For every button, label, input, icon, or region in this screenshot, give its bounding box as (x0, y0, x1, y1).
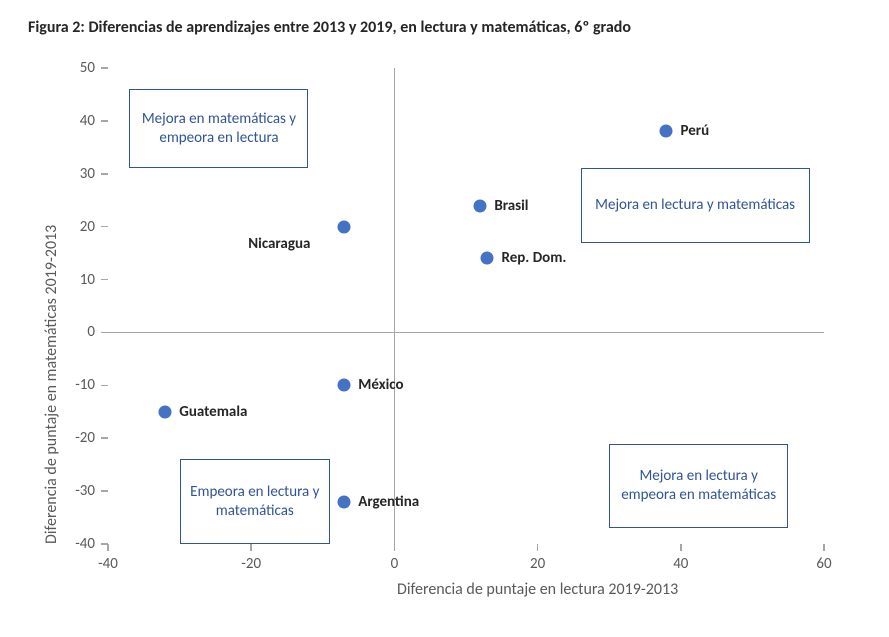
data-point (338, 379, 351, 392)
quadrant-annotation: Mejora en lectura y empeora en matemátic… (609, 444, 788, 529)
y-tick-label: 40 (80, 112, 95, 130)
y-tick-mark (101, 490, 108, 492)
figure-wrap: Figura 2: Diferencias de aprendizajes en… (0, 0, 889, 637)
x-tick-mark (394, 544, 396, 551)
data-point-label: Guatemala (179, 403, 247, 421)
y-tick-label: 10 (80, 271, 95, 289)
y-tick-label: 30 (80, 165, 95, 183)
y-tick-mark (101, 437, 108, 439)
x-tick-label: 60 (816, 555, 831, 573)
y-tick-mark (101, 332, 108, 334)
y-tick-label: 50 (80, 59, 95, 77)
data-point-label: Argentina (358, 493, 419, 511)
y-tick-mark (101, 120, 108, 122)
data-point (159, 405, 172, 418)
figure-title: Figura 2: Diferencias de aprendizajes en… (28, 18, 631, 37)
x-tick-label: 20 (530, 555, 545, 573)
data-point (474, 199, 487, 212)
data-point-label: Brasil (494, 197, 528, 215)
x-tick-label: -40 (98, 555, 118, 573)
y-tick-label: -30 (75, 482, 95, 500)
x-tick-mark (250, 544, 252, 551)
data-point (338, 495, 351, 508)
x-tick-mark (107, 544, 109, 551)
plot-area: -40-30-20-1001020304050-40-200204060Mejo… (108, 68, 824, 544)
y-tick-mark (101, 226, 108, 228)
y-tick-mark (101, 279, 108, 281)
x-axis-line (108, 332, 824, 334)
y-tick-label: -40 (75, 535, 95, 553)
y-tick-mark (101, 385, 108, 387)
y-tick-label: 0 (87, 323, 95, 341)
x-tick-label: 0 (391, 555, 399, 573)
data-point (481, 252, 494, 265)
x-tick-mark (823, 544, 825, 551)
x-tick-mark (537, 544, 539, 551)
data-point-label: México (358, 376, 403, 394)
x-tick-label: 40 (673, 555, 688, 573)
data-point (338, 220, 351, 233)
data-point-label: Rep. Dom. (501, 249, 566, 267)
y-tick-label: -10 (75, 376, 95, 394)
x-tick-label: -20 (241, 555, 261, 573)
x-axis-label: Diferencia de puntaje en lectura 2019-20… (397, 580, 678, 599)
x-tick-mark (680, 544, 682, 551)
y-tick-label: -20 (75, 429, 95, 447)
y-tick-mark (101, 67, 108, 69)
data-point-label: Nicaragua (248, 235, 310, 253)
quadrant-annotation: Empeora en lectura y matemáticas (180, 459, 330, 544)
y-axis-label: Diferencia de puntaje en matemáticas 201… (42, 225, 61, 544)
data-point (660, 125, 673, 138)
data-point-label: Perú (680, 122, 709, 140)
quadrant-annotation: Mejora en matemáticas y empeora en lectu… (129, 89, 308, 168)
y-tick-label: 20 (80, 218, 95, 236)
quadrant-annotation: Mejora en lectura y matemáticas (581, 168, 810, 242)
y-tick-mark (101, 173, 108, 175)
y-axis-line (394, 68, 396, 544)
